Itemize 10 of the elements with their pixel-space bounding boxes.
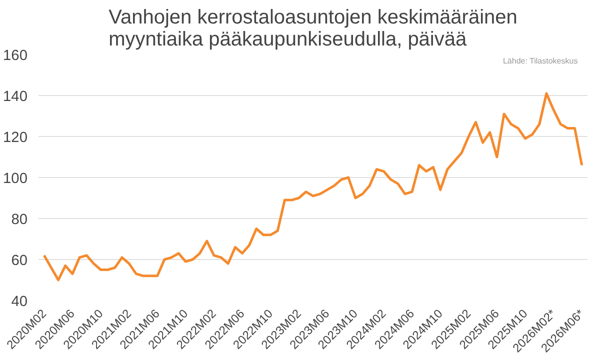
y-tick-label: 40 xyxy=(11,294,28,310)
y-tick-label: 120 xyxy=(3,130,28,146)
y-tick-label: 140 xyxy=(3,89,28,105)
y-tick-label: 160 xyxy=(3,48,28,64)
y-tick-label: 100 xyxy=(3,171,28,187)
y-tick-label: 60 xyxy=(11,253,28,269)
line-series xyxy=(42,92,584,282)
y-tick-label: 80 xyxy=(11,212,28,228)
annotation: Lähde: Tilastokeskus xyxy=(502,56,578,66)
chart-title: Vanhojen kerrostaloasuntojen keskimääräinen myyntiaika pääkaupunkiseudulla, päivää xyxy=(108,6,518,50)
